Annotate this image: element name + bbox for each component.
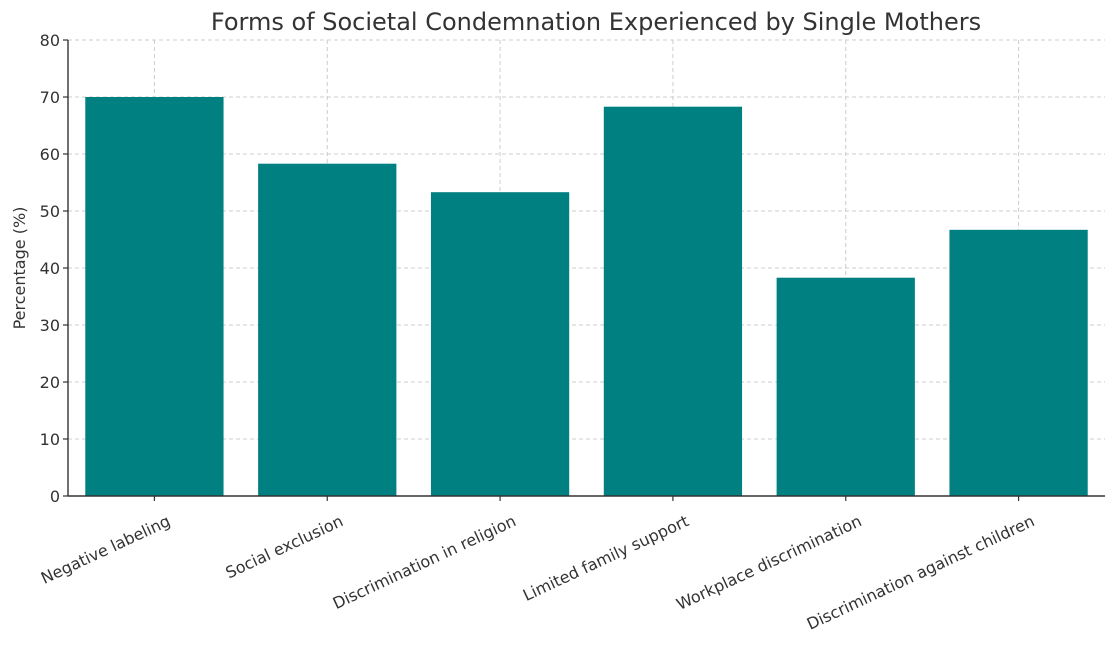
y-tick-label: 20: [40, 373, 60, 392]
bar: [85, 97, 224, 496]
bar: [776, 277, 915, 496]
x-axis-ticks: Negative labeling Social exclusionDiscrim…: [38, 496, 1037, 634]
y-tick-label: 80: [40, 31, 60, 50]
y-tick-label: 40: [40, 259, 60, 278]
x-tick-label: Discrimination in religion: [330, 511, 519, 613]
bar: [258, 163, 397, 496]
chart-title: Forms of Societal Condemnation Experienc…: [211, 8, 981, 36]
y-tick-label: 70: [40, 88, 60, 107]
bar: [430, 192, 570, 496]
y-tick-label: 30: [40, 316, 60, 335]
y-axis-ticks: 0 10 20 30 40 50 60 70 80: [40, 31, 68, 506]
y-axis-label: Percentage (%): [10, 207, 29, 330]
y-tick-label: 50: [40, 202, 60, 221]
x-tick-label: Negative labeling: [38, 511, 173, 588]
x-tick-label: Limited family support: [520, 511, 692, 605]
y-tick-label: 0: [50, 487, 60, 506]
x-tick-label: Social exclusion: [223, 511, 346, 582]
y-tick-label: 10: [40, 430, 60, 449]
bar: [603, 106, 743, 496]
y-tick-label: 60: [40, 145, 60, 164]
x-tick-label: Workplace discrimination: [673, 511, 864, 614]
bar: [949, 229, 1088, 496]
bars: [85, 97, 1088, 496]
